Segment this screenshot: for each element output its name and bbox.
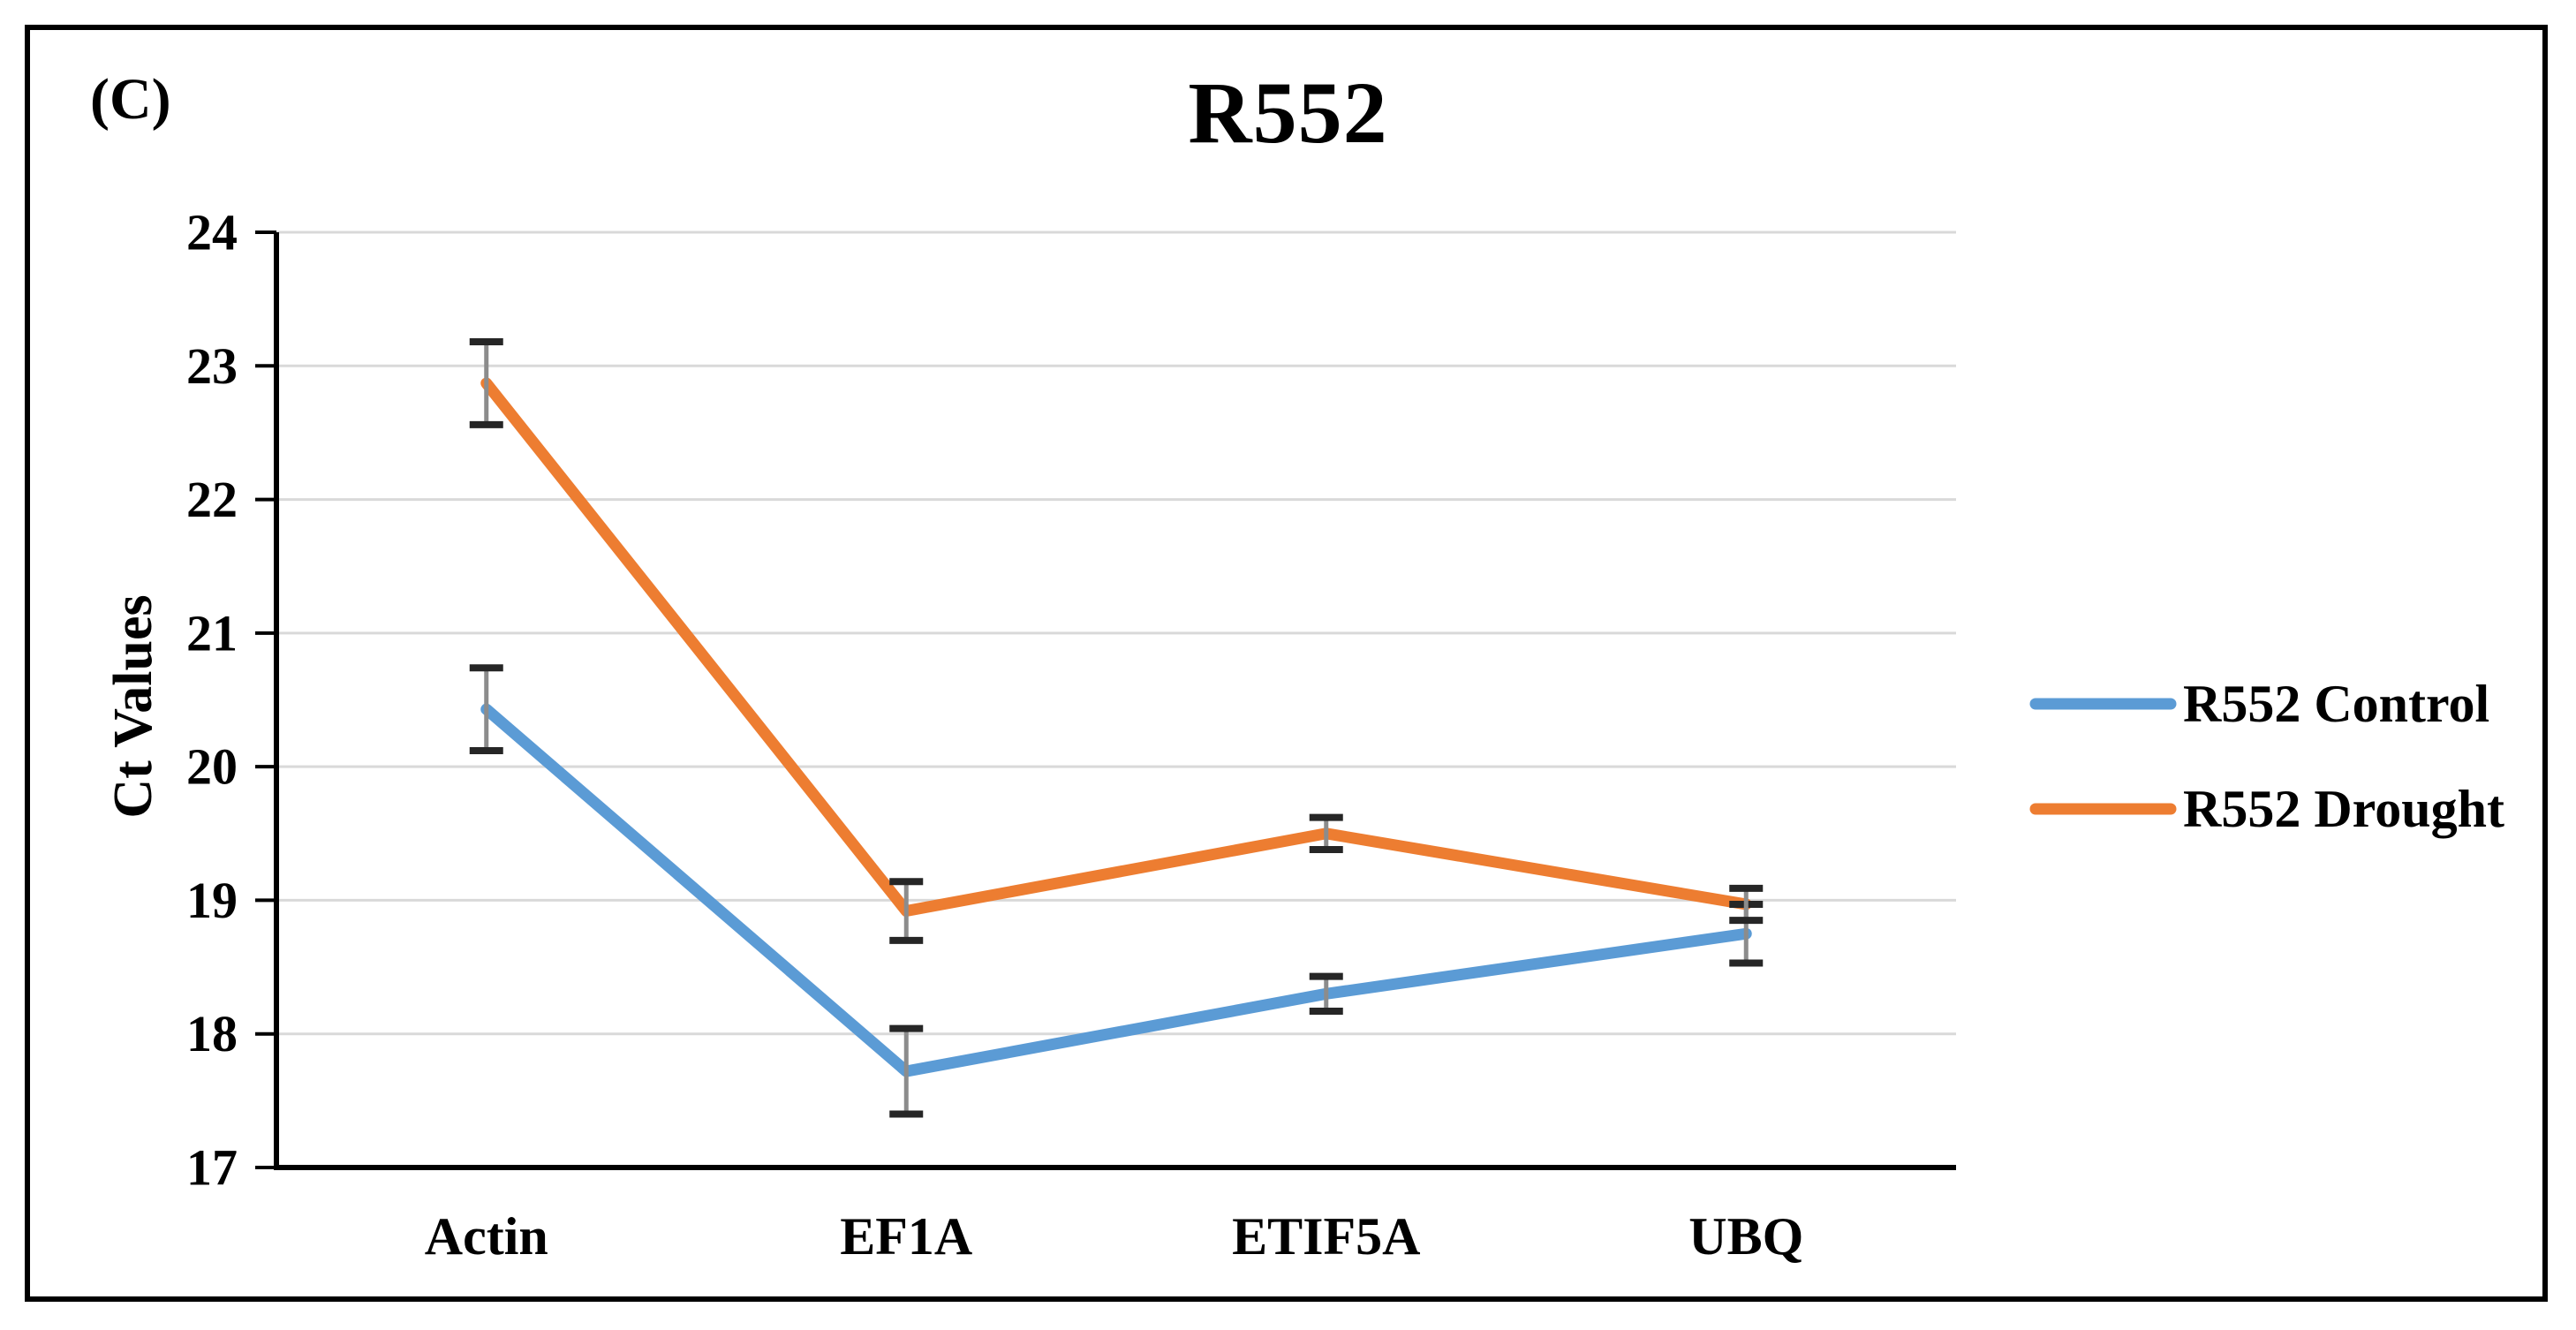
- y-axis-tick-label: 24: [186, 204, 238, 261]
- x-axis-category-label: EF1A: [840, 1207, 972, 1266]
- series-line-r552-drought: [480, 377, 1752, 918]
- x-axis-category-label: ETIF5A: [1232, 1207, 1420, 1266]
- figure-border: [25, 25, 2548, 1302]
- y-axis-tick-label: 18: [186, 1005, 238, 1062]
- x-axis-category-label: UBQ: [1688, 1207, 1803, 1266]
- legend-label-r552-drought: R552 Drought: [2183, 780, 2504, 838]
- chart-title: R552: [1188, 64, 1388, 162]
- y-axis-tick-label: 22: [186, 471, 238, 528]
- y-axis-tick-label: 21: [186, 604, 238, 661]
- y-axis-tick-label: 17: [186, 1139, 238, 1197]
- y-axis-tick-label: 20: [186, 738, 238, 796]
- y-axis-tick-label: 19: [186, 872, 238, 929]
- series-line-r552-control: [480, 703, 1752, 1077]
- panel-label: (C): [90, 67, 171, 132]
- x-axis-category-label: Actin: [425, 1207, 548, 1266]
- y-axis-tick-label: 23: [186, 337, 238, 395]
- legend-label-r552-control: R552 Control: [2183, 675, 2489, 733]
